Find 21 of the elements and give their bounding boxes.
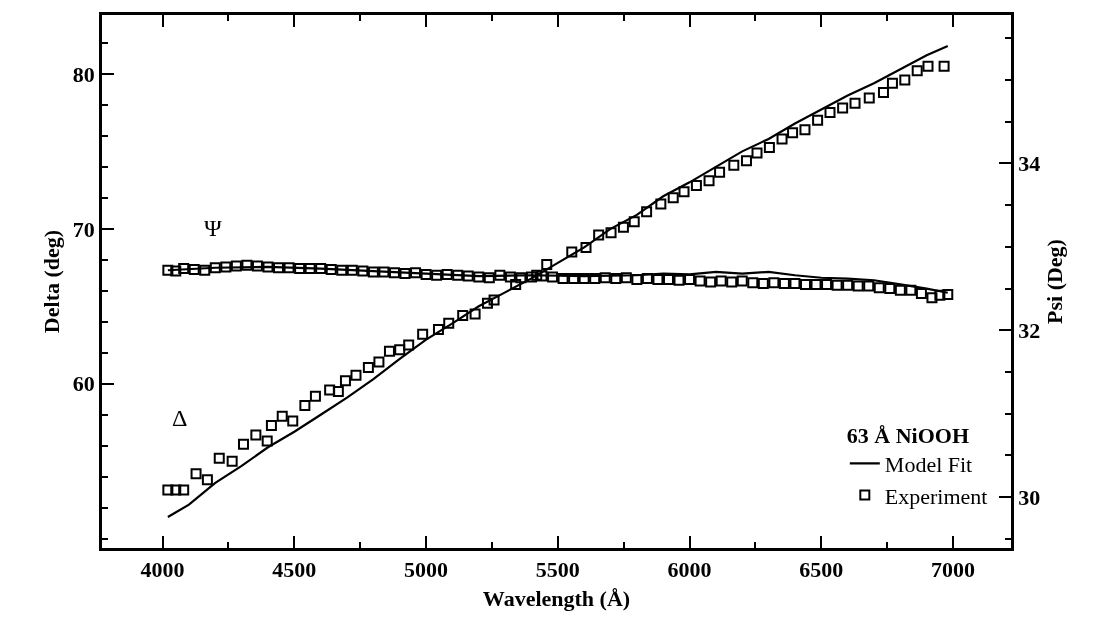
y2-axis-title: Psi (Deg) [1042, 239, 1068, 324]
y-axis-title: Delta (deg) [38, 229, 64, 334]
y2-tick-label: 34 [1018, 151, 1041, 177]
annotation: Ψ [204, 215, 222, 241]
y-tick-label: 80 [72, 61, 95, 87]
x-tick-label: 5000 [404, 557, 449, 583]
x-tick-label: 6500 [799, 557, 844, 583]
legend-title: 63 Å NiOOH [846, 422, 970, 448]
y2-tick-label: 30 [1018, 484, 1041, 510]
y2-tick-label: 32 [1018, 318, 1041, 343]
x-tick-label: 4000 [140, 557, 185, 583]
x-tick-label: 6000 [667, 557, 712, 583]
x-tick-label: 5500 [535, 557, 580, 583]
x-tick-label: 4500 [272, 557, 317, 583]
legend-label: Model Fit [884, 452, 973, 477]
x-tick-label: 7000 [931, 557, 976, 583]
annotation: Δ [172, 405, 188, 431]
y-tick-label: 70 [72, 216, 95, 242]
x-axis-title: Wavelength (Å) [482, 586, 631, 612]
legend-label: Experiment [884, 483, 988, 509]
y-tick-label: 60 [72, 371, 95, 397]
